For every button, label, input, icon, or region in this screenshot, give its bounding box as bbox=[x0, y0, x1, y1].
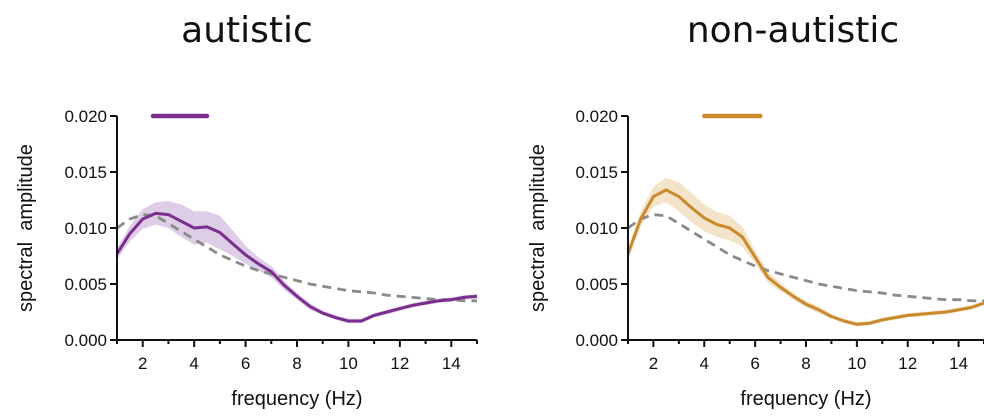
y-axis-label: spectral amplitude bbox=[527, 144, 549, 312]
x-tick-label: 4 bbox=[700, 354, 709, 373]
x-tick-label: 8 bbox=[292, 354, 301, 373]
x-tick-label: 2 bbox=[649, 354, 658, 373]
confidence-band bbox=[628, 177, 984, 327]
x-tick-label: 8 bbox=[801, 354, 810, 373]
x-tick-label: 2 bbox=[138, 354, 147, 373]
x-tick-label: 12 bbox=[390, 354, 409, 373]
y-tick-label: 0.015 bbox=[64, 163, 107, 182]
x-tick-label: 14 bbox=[949, 354, 968, 373]
x-tick-label: 6 bbox=[241, 354, 250, 373]
y-tick-label: 0.010 bbox=[64, 219, 107, 238]
y-tick-label: 0.005 bbox=[64, 275, 107, 294]
chart-title: autistic bbox=[181, 10, 313, 51]
y-tick-label: 0.010 bbox=[575, 219, 618, 238]
x-axis-label: frequency (Hz) bbox=[740, 388, 871, 410]
x-tick-label: 14 bbox=[442, 354, 461, 373]
x-axis-label: frequency (Hz) bbox=[231, 388, 362, 410]
reference-dashed-line bbox=[117, 213, 477, 303]
x-tick-label: 12 bbox=[898, 354, 917, 373]
y-axis-label: spectral amplitude bbox=[15, 144, 37, 312]
x-tick-label: 10 bbox=[339, 354, 358, 373]
confidence-band bbox=[117, 201, 477, 324]
x-tick-label: 10 bbox=[847, 354, 866, 373]
x-tick-label: 4 bbox=[189, 354, 198, 373]
series-line bbox=[117, 211, 477, 323]
plot-area bbox=[117, 201, 477, 324]
y-tick-label: 0.000 bbox=[575, 331, 618, 350]
series-line bbox=[628, 188, 984, 326]
y-tick-label: 0.005 bbox=[575, 275, 618, 294]
panel-non-autistic: non-autistic 0.000 0.005 0.010 0.015 0.020 2 4 6… bbox=[527, 10, 984, 410]
chart-title: non-autistic bbox=[687, 10, 899, 51]
y-tick-label: 0.000 bbox=[64, 331, 107, 350]
y-tick-label: 0.015 bbox=[575, 163, 618, 182]
plot-area bbox=[628, 177, 984, 327]
reference-dashed-line bbox=[628, 213, 984, 303]
x-tick-label: 6 bbox=[750, 354, 759, 373]
y-tick-label: 0.020 bbox=[575, 107, 618, 126]
panel-autistic: autistic 0.000 0.005 0.010 0.015 0.020 2 4 6 8 10 1… bbox=[15, 10, 478, 410]
y-tick-label: 0.020 bbox=[64, 107, 107, 126]
